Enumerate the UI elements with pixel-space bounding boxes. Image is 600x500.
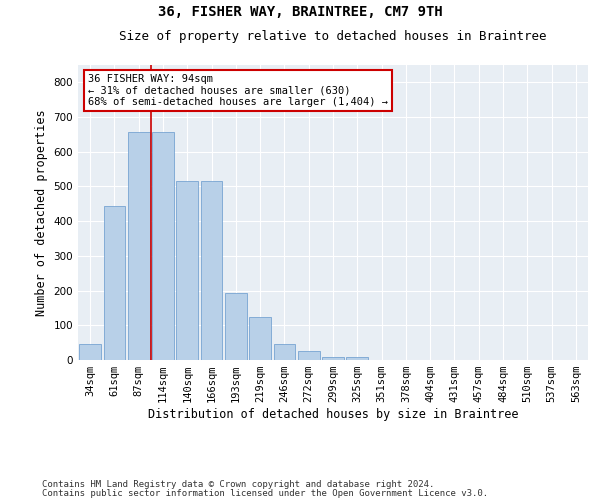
- Text: 36, FISHER WAY, BRAINTREE, CM7 9TH: 36, FISHER WAY, BRAINTREE, CM7 9TH: [158, 5, 442, 19]
- Bar: [249, 316, 271, 360]
- Bar: [346, 356, 368, 360]
- X-axis label: Distribution of detached houses by size in Braintree: Distribution of detached houses by size …: [148, 408, 518, 421]
- Y-axis label: Number of detached properties: Number of detached properties: [35, 109, 48, 316]
- Bar: [176, 181, 198, 360]
- Bar: [274, 344, 295, 360]
- Bar: [104, 206, 125, 360]
- Bar: [298, 352, 320, 360]
- Text: Contains HM Land Registry data © Crown copyright and database right 2024.: Contains HM Land Registry data © Crown c…: [42, 480, 434, 489]
- Text: Contains public sector information licensed under the Open Government Licence v3: Contains public sector information licen…: [42, 488, 488, 498]
- Bar: [128, 132, 149, 360]
- Bar: [152, 132, 174, 360]
- Title: Size of property relative to detached houses in Braintree: Size of property relative to detached ho…: [119, 30, 547, 43]
- Text: 36 FISHER WAY: 94sqm
← 31% of detached houses are smaller (630)
68% of semi-deta: 36 FISHER WAY: 94sqm ← 31% of detached h…: [88, 74, 388, 107]
- Bar: [225, 293, 247, 360]
- Bar: [200, 181, 223, 360]
- Bar: [322, 356, 344, 360]
- Bar: [79, 344, 101, 360]
